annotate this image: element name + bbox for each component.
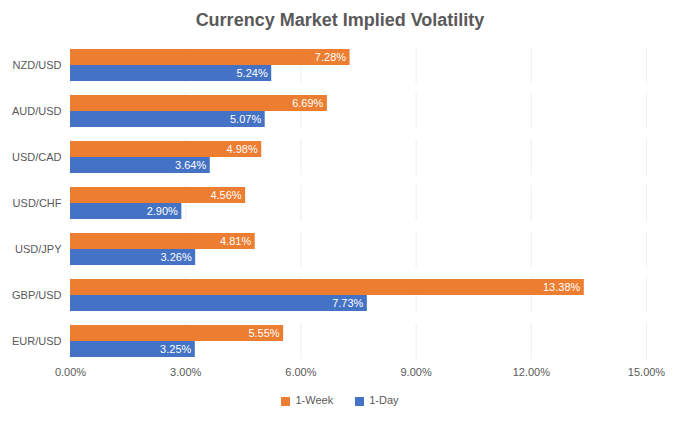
html-text:1-Week: 1-Week bbox=[295, 394, 334, 406]
html-text:1-Day: 1-Day bbox=[369, 394, 399, 406]
svg-text:7.28%: 7.28% bbox=[315, 51, 346, 63]
svg-text:7.73%: 7.73% bbox=[332, 297, 363, 309]
svg-text:13.38%: 13.38% bbox=[543, 281, 581, 293]
svg-text:6.69%: 6.69% bbox=[292, 97, 323, 109]
svg-text:5.55%: 5.55% bbox=[248, 327, 279, 339]
svg-text:GBP/USD: GBP/USD bbox=[12, 289, 62, 301]
svg-text:12.00%: 12.00% bbox=[513, 366, 551, 378]
svg-text:USD/CAD: USD/CAD bbox=[12, 151, 62, 163]
svg-text:NZD/USD: NZD/USD bbox=[13, 59, 62, 71]
svg-text:0.00%: 0.00% bbox=[55, 366, 86, 378]
svg-text:4.98%: 4.98% bbox=[227, 143, 258, 155]
svg-text:15.00%: 15.00% bbox=[628, 366, 666, 378]
svg-text:3.00%: 3.00% bbox=[170, 366, 201, 378]
svg-text:4.81%: 4.81% bbox=[220, 235, 251, 247]
svg-text:3.26%: 3.26% bbox=[160, 251, 191, 263]
svg-text:5.07%: 5.07% bbox=[230, 113, 261, 125]
html-text:Currency Market Implied Volati: Currency Market Implied Volatility bbox=[195, 10, 485, 30]
svg-text:2.90%: 2.90% bbox=[147, 205, 178, 217]
svg-text:6.00%: 6.00% bbox=[285, 366, 316, 378]
svg-text:5.24%: 5.24% bbox=[237, 67, 268, 79]
svg-text:USD/CHF: USD/CHF bbox=[13, 197, 62, 209]
svg-text:4.56%: 4.56% bbox=[210, 189, 241, 201]
svg-text:AUD/USD: AUD/USD bbox=[12, 105, 62, 117]
svg-text:3.25%: 3.25% bbox=[160, 343, 191, 355]
svg-text:3.64%: 3.64% bbox=[175, 159, 206, 171]
svg-text:EUR/USD: EUR/USD bbox=[12, 335, 62, 347]
svg-text:USD/JPY: USD/JPY bbox=[15, 243, 62, 255]
svg-text:9.00%: 9.00% bbox=[400, 366, 431, 378]
